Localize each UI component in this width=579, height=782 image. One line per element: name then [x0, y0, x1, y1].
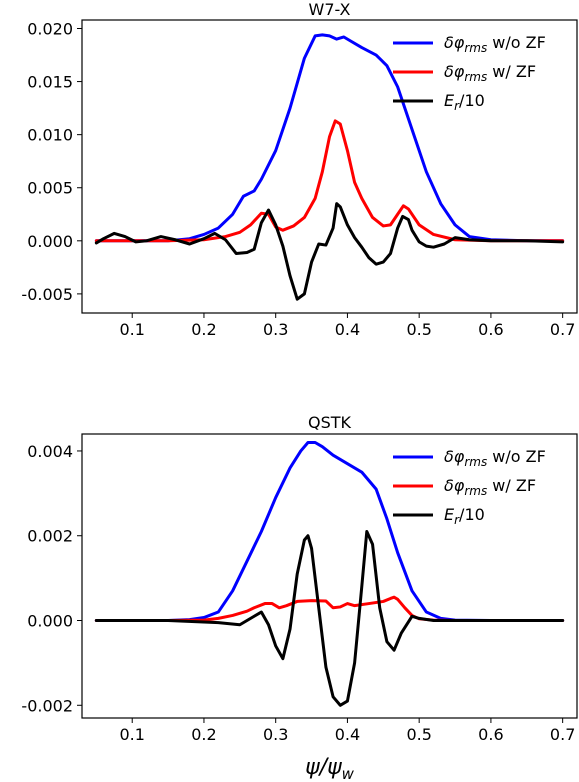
x-tick-label: 0.6: [478, 725, 503, 744]
y-tick-label: 0.000: [27, 612, 73, 631]
y-tick-label: 0.020: [27, 19, 73, 38]
x-tick-label: 0.6: [478, 320, 503, 339]
x-tick-label: 0.5: [406, 320, 431, 339]
legend-label: δφrms w/ ZF: [444, 62, 536, 84]
legend-label: δφrms w/o ZF: [444, 447, 546, 469]
series-line-0: [94, 33, 565, 243]
legend-label: δφrms w/ ZF: [444, 476, 536, 498]
qstk-panel: QSTK 0.1 0.2 0.3 0.4 0.5 0.6 0.7 -0.002 0.000 0.00…: [21, 413, 578, 782]
panel-title: QSTK: [308, 413, 352, 432]
y-tick-label: 0.005: [27, 179, 73, 198]
panel-title: W7-X: [309, 0, 351, 19]
y-tick-label: 0.000: [27, 232, 73, 251]
y-tick-label: 0.010: [27, 126, 73, 145]
x-tick-label: 0.7: [550, 725, 575, 744]
x-tick-label: 0.3: [263, 725, 288, 744]
series-line-2: [94, 529, 565, 707]
x-tick-label: 0.4: [335, 725, 360, 744]
x-tick-label: 0.1: [119, 725, 144, 744]
x-tick-label: 0.1: [119, 320, 144, 339]
series-line-2: [94, 202, 565, 301]
legend-label: Er/10: [444, 91, 485, 113]
legend-label: Er/10: [444, 505, 485, 527]
legend-label: δφrms w/o ZF: [444, 33, 546, 55]
y-tick-label: -0.005: [21, 285, 73, 304]
plot-frame: [81, 19, 578, 314]
y-tick-label: 0.002: [27, 527, 73, 546]
x-tick-label: 0.4: [335, 320, 360, 339]
y-tick-label: 0.004: [27, 442, 73, 461]
x-tick-label: 0.5: [406, 725, 431, 744]
x-tick-label: 0.2: [191, 725, 216, 744]
w7x-panel: W7-X 0.1 0.2 0.3 0.4 0.5 0.6 0.7 -0.005 0.000 0.00…: [21, 0, 578, 339]
series-line-1: [94, 119, 565, 243]
y-tick-label: -0.002: [21, 696, 73, 715]
x-tick-label: 0.7: [550, 320, 575, 339]
x-tick-label: 0.2: [191, 320, 216, 339]
plot-frame: [81, 433, 578, 719]
series-line-0: [94, 440, 565, 623]
series-line-1: [94, 595, 565, 623]
x-tick-label: 0.3: [263, 320, 288, 339]
x-axis-label: ψ/ψw: [305, 755, 354, 782]
y-tick-label: 0.015: [27, 73, 73, 92]
